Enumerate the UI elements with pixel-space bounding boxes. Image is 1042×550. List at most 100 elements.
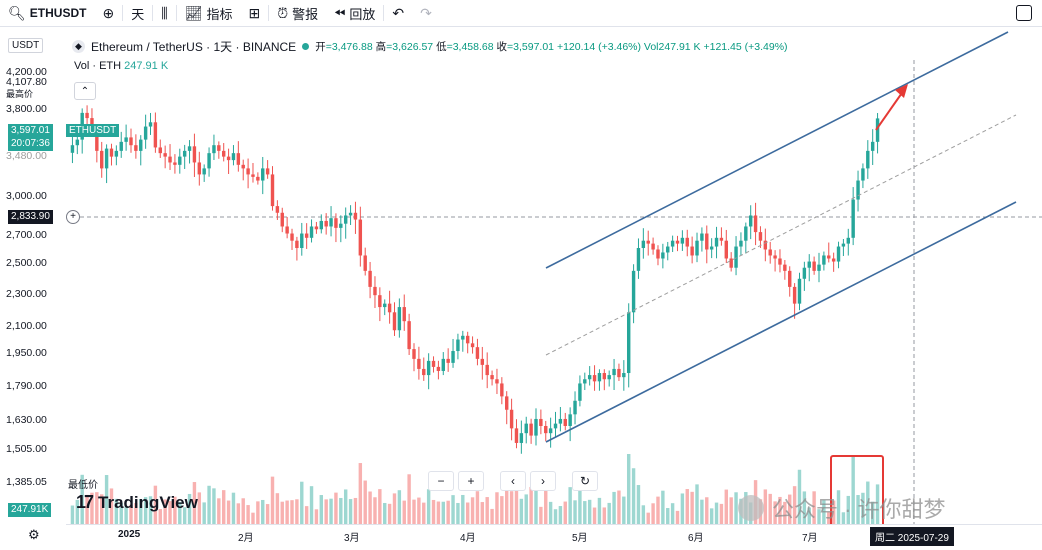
volume-bar [456,502,460,524]
candle-body [651,243,655,250]
redo-button[interactable]: ↷ [412,0,440,26]
y-tick: 1,505.00 [6,443,47,455]
watermark-text: 公众号 · 许你甜梦 [772,497,946,522]
candle-body [544,425,548,434]
volume-bar [866,481,870,524]
channel-lower [545,201,1017,443]
candle-body [231,153,236,161]
alert-button[interactable]: ⏰︎ 警报 [269,0,326,26]
volume-bar [85,494,89,524]
candle-body [563,418,567,426]
chevron-left-icon: ‹ [511,474,515,488]
candle-body [661,252,665,259]
y-tick: 3,800.00 [6,103,47,115]
y-tick: 2,100.00 [6,320,47,332]
volume-bar [285,500,289,524]
volume-bar [148,496,153,524]
volume-bar [197,492,202,524]
volume-bar [387,503,392,524]
candle-body [490,375,494,380]
candle-body [670,240,675,247]
scroll-left-button[interactable]: ‹ [500,471,526,491]
replay-button[interactable]: ⏪︎ 回放 [326,0,383,26]
alert-label: 警报 [292,6,319,22]
rewind-icon: ⏪︎ [334,4,346,21]
chart-type-button[interactable]: ⫼ [153,0,175,26]
x-tick: 2025 [118,529,141,540]
volume-bar [212,488,216,524]
volume-bar [95,492,99,524]
fullscreen-icon[interactable] [1016,5,1032,21]
candle-body [529,423,533,436]
indicators-button[interactable]: 📈︎ 指标 [177,0,241,26]
templates-button[interactable]: ⊞ [240,0,268,26]
interval-button[interactable]: 天 [123,0,152,26]
add-symbol-button[interactable]: ⊕ [94,0,122,26]
candle-body [622,373,626,378]
candle-body [324,220,328,227]
candle-body [251,174,255,177]
collapse-legend-button[interactable]: ⌃ [74,82,96,100]
candle-body [343,215,348,224]
chevron-right-icon: › [541,474,545,488]
candle-body [719,237,724,241]
candle-body [778,258,782,265]
volume-bar [641,505,646,524]
tradingview-logo[interactable]: 17 TradingView [76,492,198,513]
settings-icon[interactable]: ⚙︎ [28,527,40,542]
candle-body [470,343,475,348]
candle-body [553,423,558,429]
add-alert-icon[interactable]: + [66,210,80,224]
volume-bar [324,499,328,524]
candle-body [241,164,245,169]
candle-body [100,150,104,169]
volume-bar [192,482,197,524]
candle-body [768,249,772,256]
currency-selector[interactable]: USDT [8,38,44,53]
candles-icon: ⫼ [161,4,168,21]
ethereum-logo-icon: ◆ [72,40,85,53]
zoom-in-button[interactable]: + [458,471,484,491]
candle-body [139,139,143,151]
volume-bar [861,492,865,524]
volume-bar [182,507,187,524]
candle-body [729,258,733,268]
candle-body [783,264,787,271]
candle-body [812,261,816,271]
volume-bar [870,501,875,524]
channel-upper [545,31,1009,269]
open-value: =3,476.88 [325,41,373,53]
volume-bar [309,486,314,524]
volume-value: Vol247.91 K [643,41,701,53]
candle-body [846,237,850,244]
volume-bar [143,497,148,524]
volume-bar [841,512,846,524]
volume-legend[interactable]: Vol · ETH 247.91 K [74,60,168,72]
scroll-right-button[interactable]: › [530,471,556,491]
undo-button[interactable]: ↶ [384,0,412,26]
candle-body [212,145,216,154]
candle-body [568,414,572,426]
candle-body [436,366,441,371]
candle-body [334,218,338,228]
reset-chart-button[interactable]: ↻ [572,471,598,491]
series-legend[interactable]: ◆ Ethereum / TetherUS · 1天 · BINANCE 开=3… [72,38,788,55]
volume-bar [827,512,831,524]
candle-body [500,383,504,397]
volume-bar [392,493,397,524]
candle-body [461,335,465,340]
symbol-search[interactable]: 🔍︎ ETHUSDT [0,0,94,26]
x-tick: 7月 [802,533,818,544]
volume-bar [622,496,626,524]
candle-body [592,375,597,382]
volume-bar [856,495,860,524]
series-title: Ethereum / TetherUS · 1天 · BINANCE [91,40,297,54]
candle-body [387,303,392,313]
zoom-out-button[interactable]: − [428,471,454,491]
candle-body [856,180,860,200]
volume-bar [402,500,406,524]
volume-bar [573,500,577,524]
candle-body [709,246,714,250]
volume-bar [290,500,294,524]
